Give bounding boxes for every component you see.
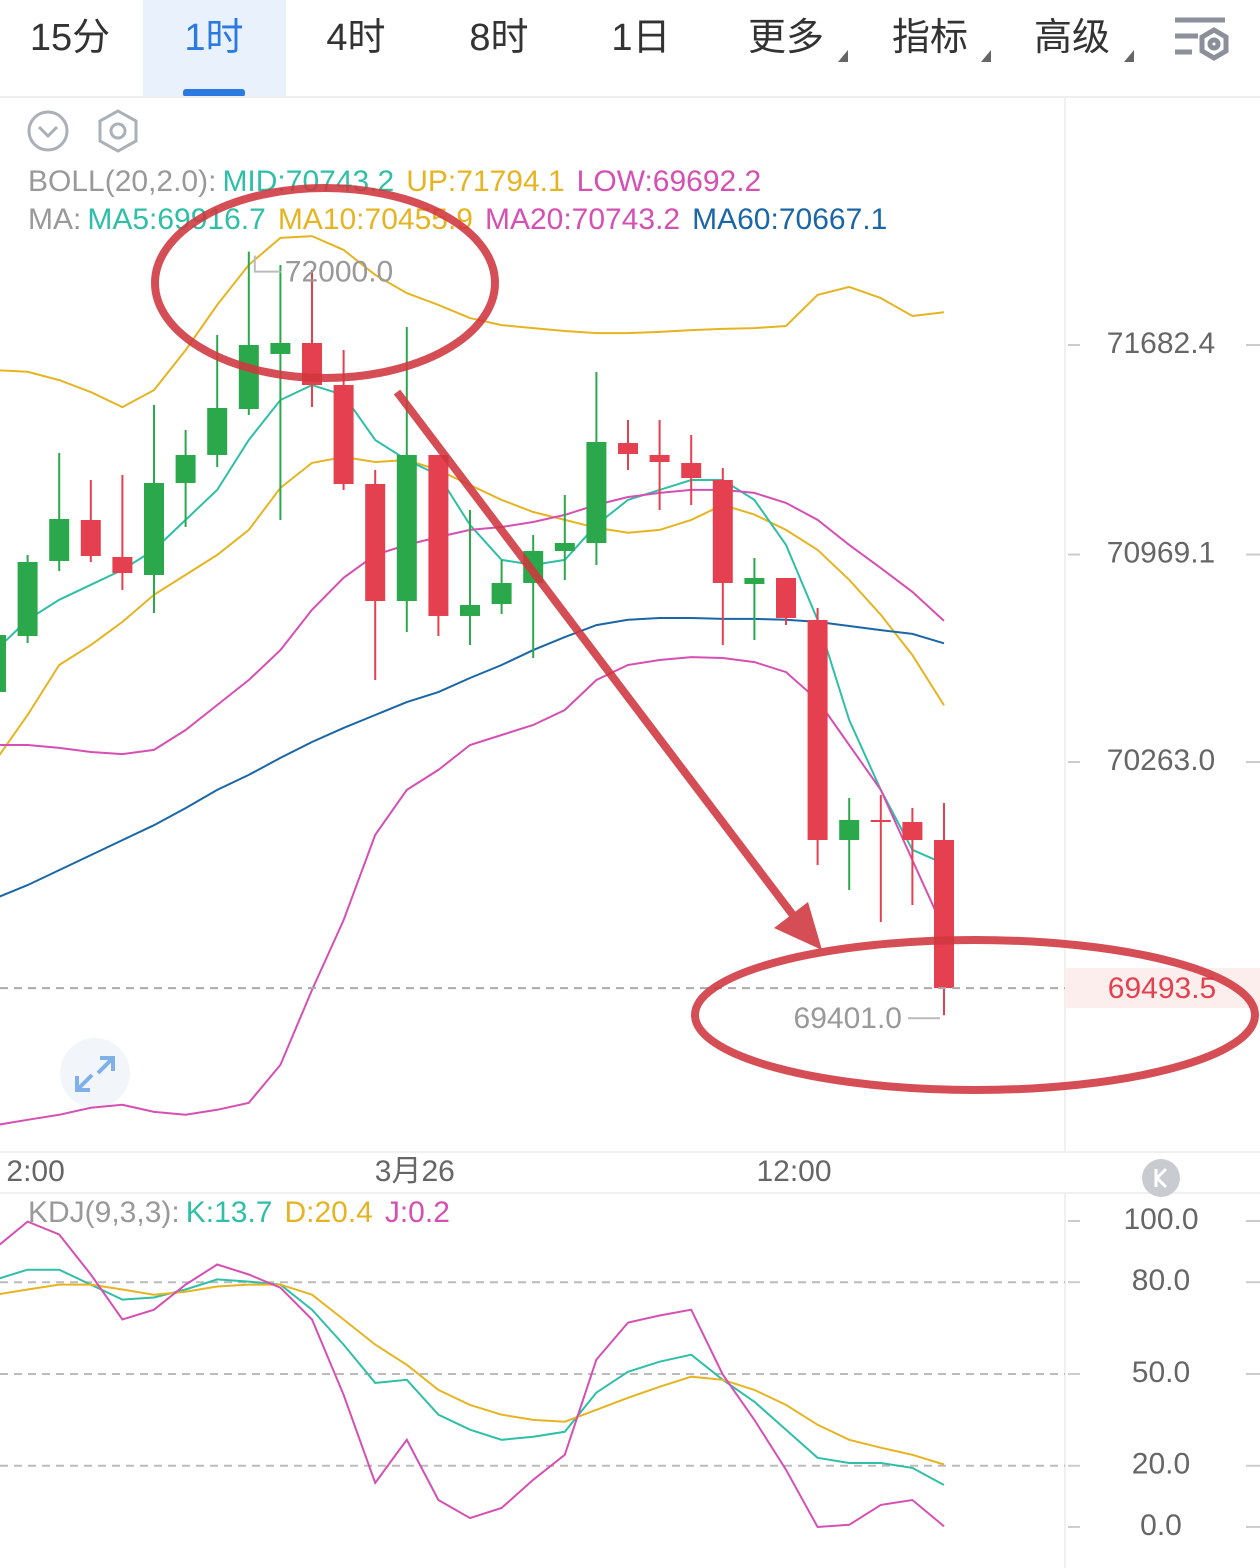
tab[interactable]: 8时 xyxy=(469,17,528,59)
candle-body xyxy=(49,519,70,561)
tab[interactable]: 4时 xyxy=(326,17,385,59)
tab-selected-bg xyxy=(143,0,286,96)
candle-body xyxy=(396,454,417,601)
candle-body xyxy=(491,582,512,604)
timeframe-tabs: 15分 1时 4时 8时 1日 更多 指标 高级 xyxy=(30,0,1110,97)
legend-item: MA10:70455.9 xyxy=(278,203,473,236)
low-label: 69401.0 xyxy=(794,1002,902,1035)
x-tick-label: 12:00 xyxy=(756,1155,831,1188)
indicator-legend: BOLL(20,2.0): MID:70743.2 UP:71794.1 LOW:69… xyxy=(28,165,761,198)
candle-body xyxy=(460,604,480,616)
plot-area xyxy=(0,235,954,1126)
annotation-ellipse xyxy=(151,184,499,382)
tab[interactable]: 1时 xyxy=(184,17,243,59)
dropdown-mark xyxy=(981,50,991,62)
candle-body xyxy=(270,342,291,354)
candle-body xyxy=(649,454,670,463)
legend-item: LOW:69692.2 xyxy=(577,165,762,198)
candle-body xyxy=(17,562,38,636)
legend-item: J:0.2 xyxy=(385,1196,450,1229)
y-tick-label: 71682.4 xyxy=(1107,327,1215,360)
candle-body xyxy=(238,344,259,410)
candle-body xyxy=(618,442,638,454)
candle-body xyxy=(365,483,386,601)
price-chart: BOLL(20,2.0): MID:70743.2 UP:71794.1 LOW:69… xyxy=(0,165,1260,1188)
legend-item: MA5:69916.7 xyxy=(87,203,265,236)
legend-label: BOLL(20,2.0): xyxy=(28,165,216,198)
indicator-line xyxy=(0,235,945,409)
kdj-line xyxy=(0,1283,945,1466)
kdj-chart: KDJ(9,3,3): K:13.7 D:20.4 J:0.2 100.0 80.0 50.… xyxy=(0,1196,1260,1542)
y-tick-label: 80.0 xyxy=(1132,1264,1190,1297)
collapse-icon[interactable] xyxy=(27,110,69,152)
high-label: 72000.0 xyxy=(285,256,393,289)
x-tick-label: 2:00 xyxy=(6,1155,64,1188)
legend-item: UP:71794.1 xyxy=(406,165,564,198)
candle-body xyxy=(428,454,449,616)
candle-body xyxy=(0,634,6,692)
kdj-line xyxy=(0,1220,945,1529)
indicator-legend: MA: MA5:69916.7 MA10:70455.9 MA20:70743.2 MA… xyxy=(28,203,887,236)
candle-body xyxy=(586,441,607,544)
settings-icon[interactable] xyxy=(1175,17,1229,61)
dropdown-mark xyxy=(1124,50,1134,62)
tab[interactable]: 15分 xyxy=(30,17,110,59)
y-tick-label: 70263.0 xyxy=(1107,744,1215,777)
last-price-label: 69493.5 xyxy=(1108,972,1216,1005)
candle-body xyxy=(112,556,133,573)
legend-item: MA20:70743.2 xyxy=(485,203,680,236)
candle-body xyxy=(934,839,954,989)
candle-body xyxy=(554,543,575,551)
legend-item: D:20.4 xyxy=(284,1196,372,1229)
y-tick-label: 0.0 xyxy=(1140,1509,1182,1542)
candle-body xyxy=(681,463,702,478)
candle-body xyxy=(807,620,828,840)
tab[interactable]: 高级 xyxy=(1034,17,1110,59)
candle-body xyxy=(744,577,765,584)
indicator-line xyxy=(0,656,945,1126)
annotation-ellipse xyxy=(691,936,1259,1094)
legend-item: MA60:70667.1 xyxy=(692,203,887,236)
y-tick-label: 20.0 xyxy=(1132,1448,1190,1481)
legend-item: K:13.7 xyxy=(186,1196,273,1229)
candle-body xyxy=(902,821,923,840)
tab[interactable]: 更多 xyxy=(748,17,824,59)
candle-body xyxy=(870,819,891,822)
hand-drawn-annotation xyxy=(151,184,1259,1094)
tab[interactable]: 指标 xyxy=(892,17,968,59)
high-connector xyxy=(253,255,281,273)
y-tick-label: 70969.1 xyxy=(1107,536,1215,569)
legend-label: KDJ(9,3,3): xyxy=(28,1196,180,1229)
candle-body xyxy=(712,479,733,583)
last-price-tag xyxy=(1065,968,1260,1009)
kdj-line xyxy=(0,1268,945,1486)
plot-area xyxy=(0,1220,945,1529)
y-tick-label: 50.0 xyxy=(1132,1356,1190,1389)
indicator-legend: KDJ(9,3,3): K:13.7 D:20.4 J:0.2 xyxy=(28,1196,450,1229)
candle-body xyxy=(776,577,796,618)
k-button[interactable] xyxy=(1142,1159,1180,1197)
annotation-arrowhead xyxy=(774,902,822,950)
legend-label: MA: xyxy=(28,203,81,236)
tab-indicator xyxy=(183,89,245,97)
candle-body xyxy=(207,407,228,455)
candle-body xyxy=(144,482,164,575)
candle-body xyxy=(839,819,860,840)
expand-icon[interactable] xyxy=(60,1038,130,1108)
dropdown-mark xyxy=(838,50,848,62)
y-tick-label: 100.0 xyxy=(1123,1203,1198,1236)
indicator-settings-icon[interactable] xyxy=(98,109,138,153)
x-tick-label: 3月26 xyxy=(375,1155,455,1188)
annotation-arrow xyxy=(393,389,812,938)
tab[interactable]: 1日 xyxy=(611,17,670,59)
candle-body xyxy=(333,385,354,484)
candle-body xyxy=(80,520,101,556)
candle-body xyxy=(175,454,196,483)
